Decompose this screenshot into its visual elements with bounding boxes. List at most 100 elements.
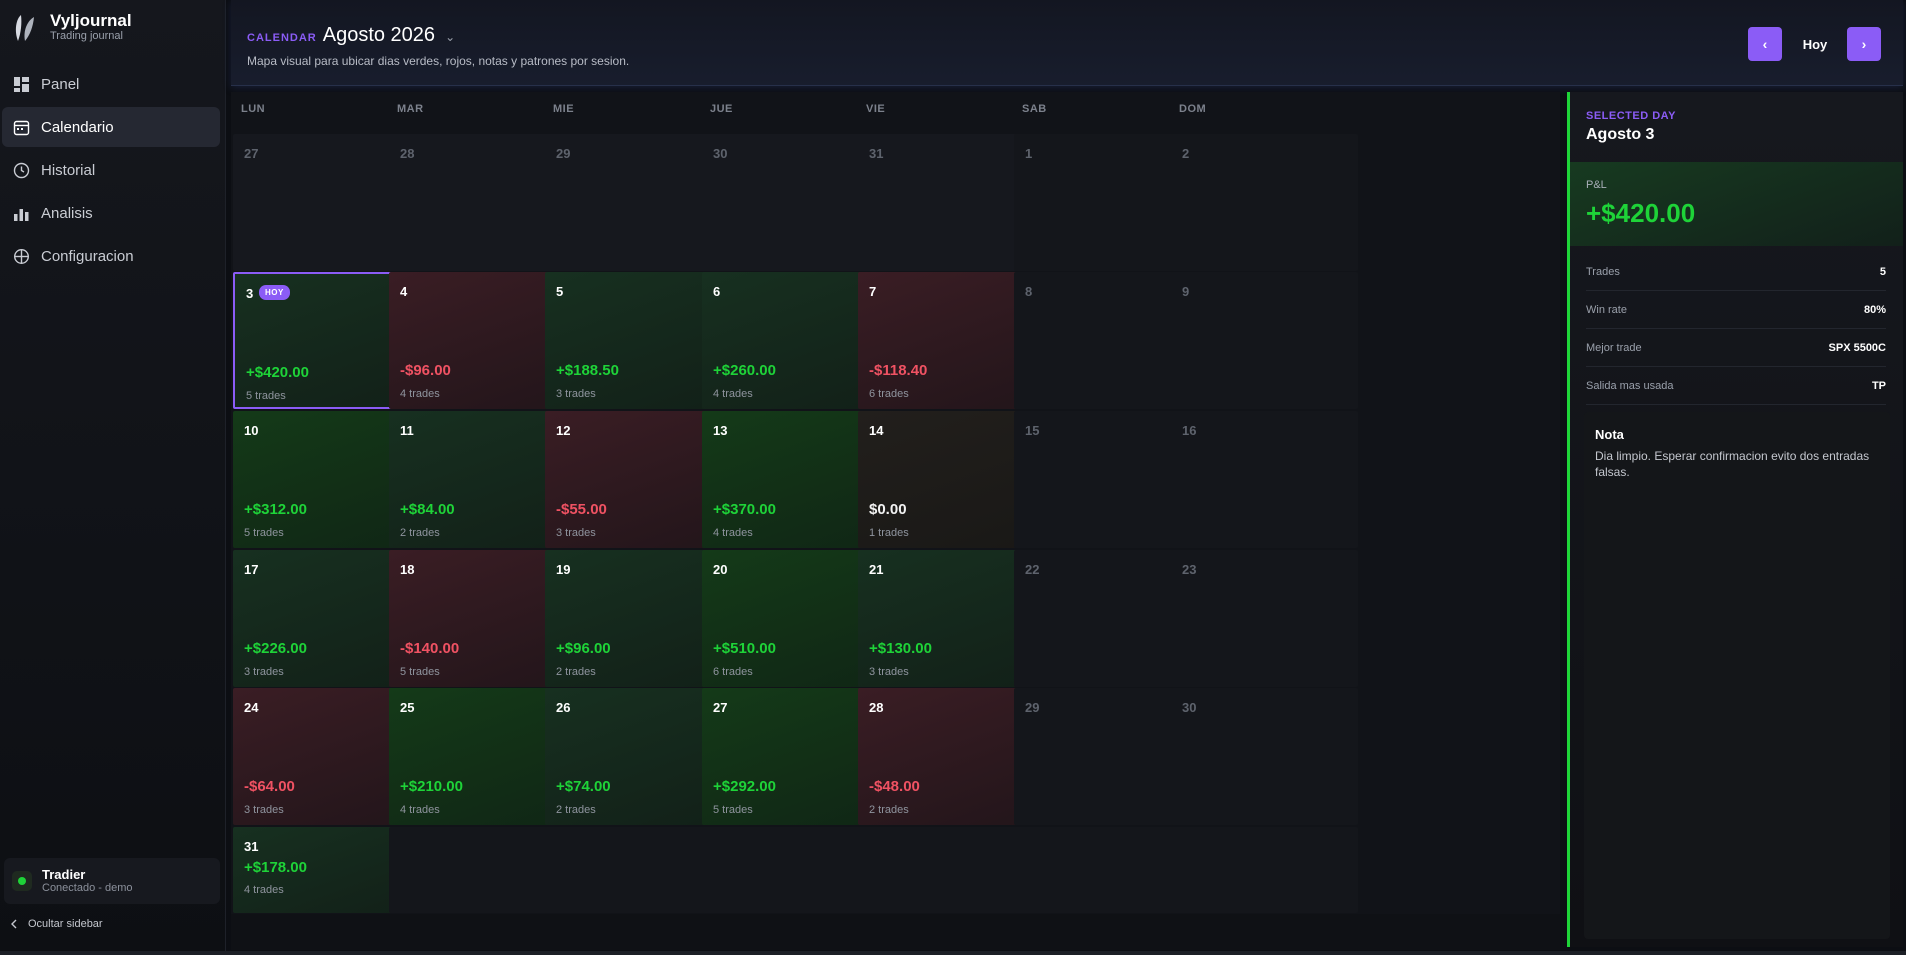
sidebar: Vyljournal Trading journal Panel Calendar… <box>0 0 226 955</box>
calendar-day-cell[interactable]: 29 <box>545 134 732 271</box>
chevron-down-icon[interactable]: ⌄ <box>445 30 456 44</box>
day-number: 15 <box>1025 423 1040 438</box>
calendar-day-cell[interactable]: 21 +$130.00 3 trades <box>858 550 1045 687</box>
day-number: 1 <box>1025 146 1033 161</box>
day-trade-count: 3 trades <box>556 527 596 539</box>
calendar-day-cell[interactable]: 23 <box>1171 550 1358 687</box>
calendar-day-cell[interactable]: 31 <box>858 134 1045 271</box>
calendar-day-cell[interactable]: 6 +$260.00 4 trades <box>702 272 889 409</box>
sidebar-item-analisis[interactable]: Analisis <box>2 193 220 233</box>
day-number: 20 <box>713 562 728 577</box>
calendar-day-cell[interactable]: 27 <box>233 134 420 271</box>
note-card[interactable]: Nota Dia limpio. Esperar confirmacion ev… <box>1584 412 1890 939</box>
day-pnl: +$210.00 <box>400 778 463 795</box>
calendar-day-cell[interactable]: 30 <box>702 134 889 271</box>
day-number: 30 <box>1182 700 1197 715</box>
day-pnl: +$312.00 <box>244 501 307 518</box>
day-pnl: -$64.00 <box>244 778 295 795</box>
weekday-label: DOM <box>1179 103 1207 115</box>
day-trade-count: 4 trades <box>713 527 753 539</box>
calendar-day-cell[interactable]: 4 -$96.00 4 trades <box>389 272 576 409</box>
calendar-day-cell[interactable]: 5 +$188.50 3 trades <box>545 272 732 409</box>
calendar-header: CALENDAR Agosto 2026 ⌄ Mapa visual para … <box>231 0 1903 86</box>
day-number: 6 <box>713 284 721 299</box>
day-pnl: +$260.00 <box>713 362 776 379</box>
hide-sidebar-button[interactable]: Ocultar sidebar <box>10 918 103 930</box>
sidebar-item-calendario[interactable]: Calendario <box>2 107 220 147</box>
calendar-day-cell[interactable]: 8 <box>1014 272 1201 409</box>
day-number: 24 <box>244 700 259 715</box>
calendar-day-cell[interactable]: 13 +$370.00 4 trades <box>702 411 889 548</box>
header-description: Mapa visual para ubicar dias verdes, roj… <box>247 54 630 68</box>
calendar-day-cell[interactable]: 25 +$210.00 4 trades <box>389 688 576 825</box>
sidebar-item-configuracion[interactable]: Configuracion <box>2 236 220 276</box>
day-number: 2 <box>1182 146 1190 161</box>
calendar-day-cell[interactable]: 15 <box>1014 411 1201 548</box>
calendar-day-cell[interactable]: 28 <box>389 134 576 271</box>
calendar-day-cell[interactable]: 28 -$48.00 2 trades <box>858 688 1045 825</box>
sidebar-item-panel[interactable]: Panel <box>2 64 220 104</box>
calendar-empty-cell <box>702 827 889 913</box>
month-selector[interactable]: Agosto 2026 <box>322 24 436 46</box>
note-text: Dia limpio. Esperar confirmacion evito d… <box>1595 449 1870 479</box>
day-trade-count: 4 trades <box>713 388 753 400</box>
calendar-day-cell[interactable]: 16 <box>1171 411 1358 548</box>
day-pnl: +$74.00 <box>556 778 611 795</box>
calendar-day-cell[interactable]: 2 <box>1171 134 1358 271</box>
calendar-day-cell[interactable]: 20 +$510.00 6 trades <box>702 550 889 687</box>
calendar-day-cell[interactable]: 26 +$74.00 2 trades <box>545 688 732 825</box>
calendar-day-cell[interactable]: 1 <box>1014 134 1201 271</box>
weekday-label: SAB <box>1022 103 1047 115</box>
calendar-empty-cell <box>389 827 576 913</box>
day-number: 27 <box>244 146 259 161</box>
user-status-card[interactable]: Tradier Conectado - demo <box>4 858 220 904</box>
calendar-day-cell[interactable]: 9 <box>1171 272 1358 409</box>
calendar-empty-cell <box>1014 827 1201 913</box>
calendar-day-cell[interactable]: 17 +$226.00 3 trades <box>233 550 420 687</box>
brand[interactable]: Vyljournal Trading journal <box>12 12 132 43</box>
clock-icon <box>13 162 30 179</box>
sidebar-item-label: Analisis <box>41 204 93 222</box>
calendar-day-cell[interactable]: 3 HOY +$420.00 5 trades <box>233 272 420 409</box>
day-number: 23 <box>1182 562 1197 577</box>
user-name: Tradier <box>42 867 86 882</box>
day-number: 19 <box>556 562 571 577</box>
calendar-day-cell[interactable]: 30 <box>1171 688 1358 825</box>
calendar-day-cell[interactable]: 27 +$292.00 5 trades <box>702 688 889 825</box>
stat-label: Mejor trade <box>1586 341 1642 354</box>
today-button[interactable]: Hoy <box>1802 36 1828 52</box>
calendar-day-cell[interactable]: 18 -$140.00 5 trades <box>389 550 576 687</box>
day-pnl: +$510.00 <box>713 640 776 657</box>
day-pnl: +$370.00 <box>713 501 776 518</box>
selected-day-title: Agosto 3 <box>1586 126 1655 143</box>
calendar-day-cell[interactable]: 22 <box>1014 550 1201 687</box>
stat-row: Trades 5 <box>1586 253 1886 291</box>
calendar-day-cell[interactable]: 11 +$84.00 2 trades <box>389 411 576 548</box>
calendar-day-cell[interactable]: 31 +$178.00 4 trades <box>233 827 420 913</box>
calendar-day-cell[interactable]: 29 <box>1014 688 1201 825</box>
calendar-day-cell[interactable]: 24 -$64.00 3 trades <box>233 688 420 825</box>
day-trade-count: 5 trades <box>713 804 753 816</box>
calendar-day-cell[interactable]: 12 -$55.00 3 trades <box>545 411 732 548</box>
calendar-day-cell[interactable]: 19 +$96.00 2 trades <box>545 550 732 687</box>
sidebar-item-historial[interactable]: Historial <box>2 150 220 190</box>
stat-row: Mejor trade SPX 5500C <box>1586 329 1886 367</box>
calendar-day-cell[interactable]: 7 -$118.40 6 trades <box>858 272 1045 409</box>
weekday-label: LUN <box>241 103 266 115</box>
day-pnl: -$55.00 <box>556 501 607 518</box>
day-number: 18 <box>400 562 415 577</box>
status-indicator <box>12 871 32 891</box>
previous-month-button[interactable]: ‹ <box>1748 27 1782 61</box>
day-trade-count: 2 trades <box>556 804 596 816</box>
calendar-day-cell[interactable]: 14 $0.00 1 trades <box>858 411 1045 548</box>
sidebar-item-label: Configuracion <box>41 247 134 265</box>
day-trade-count: 3 trades <box>244 804 284 816</box>
stat-label: Salida mas usada <box>1586 379 1674 392</box>
day-number: 25 <box>400 700 415 715</box>
online-dot-icon <box>18 877 26 885</box>
pnl-label: P&L <box>1586 179 1607 191</box>
day-number: 31 <box>869 146 884 161</box>
day-trade-count: 4 trades <box>400 388 440 400</box>
calendar-day-cell[interactable]: 10 +$312.00 5 trades <box>233 411 420 548</box>
next-month-button[interactable]: › <box>1847 27 1881 61</box>
